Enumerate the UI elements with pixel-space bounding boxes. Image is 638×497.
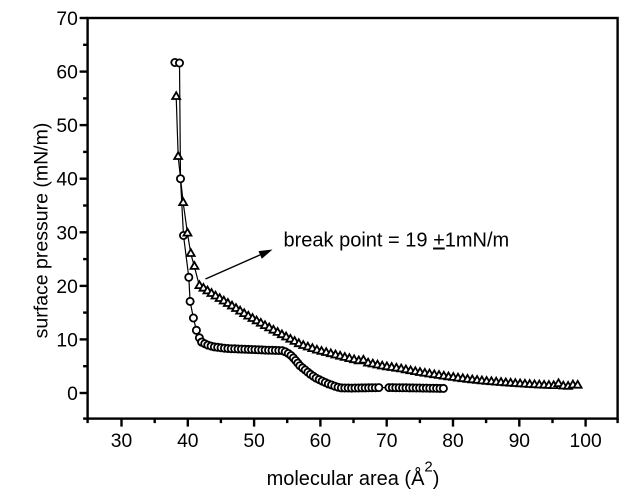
svg-text:60: 60 — [56, 63, 77, 84]
svg-text:30: 30 — [56, 223, 77, 244]
svg-text:100: 100 — [570, 431, 602, 452]
svg-text:70: 70 — [376, 431, 397, 452]
svg-text:20: 20 — [56, 277, 77, 298]
svg-text:50: 50 — [56, 116, 77, 137]
svg-text:50: 50 — [243, 431, 264, 452]
svg-text:90: 90 — [509, 431, 530, 452]
svg-text:10: 10 — [56, 330, 77, 351]
svg-text:0: 0 — [67, 384, 78, 405]
svg-text:40: 40 — [177, 431, 198, 452]
svg-text:60: 60 — [310, 431, 331, 452]
svg-text:surface pressure (mN/m): surface pressure (mN/m) — [31, 123, 53, 339]
svg-text:40: 40 — [56, 170, 77, 191]
svg-text:70: 70 — [56, 9, 77, 30]
svg-text:80: 80 — [442, 431, 463, 452]
svg-text:break point = 19 +1mN/m: break point = 19 +1mN/m — [284, 230, 510, 252]
svg-text:30: 30 — [111, 431, 132, 452]
